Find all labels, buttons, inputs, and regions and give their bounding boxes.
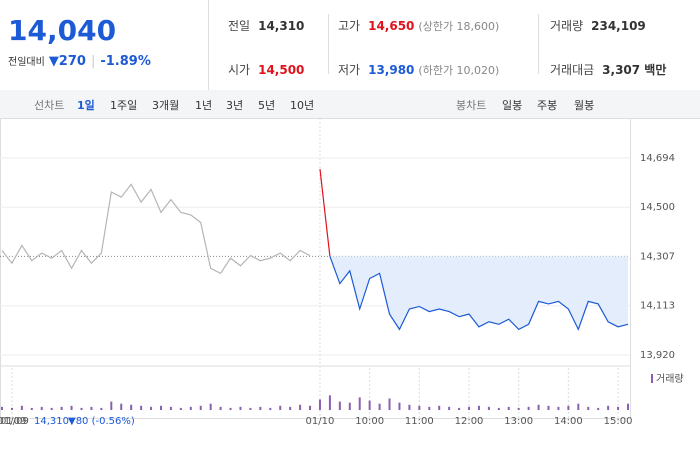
stat: 거래대금 3,307 백만 <box>550 61 666 78</box>
tab[interactable]: 일봉 <box>502 99 523 112</box>
stat-value: 14,650 <box>368 19 415 33</box>
stat-label: 전일 <box>228 19 251 33</box>
x-tick-label: 01/09 <box>0 416 26 427</box>
price-line <box>319 169 331 257</box>
x-tick-label: 01/10 <box>306 416 335 427</box>
price-line <box>1 183 311 275</box>
area-fill <box>329 256 628 330</box>
x-tick-label: 14:00 <box>554 416 583 427</box>
change-value: ▼270 <box>48 54 86 69</box>
price-box: 14,040 전일대비 ▼270 | -1.89% <box>0 0 209 90</box>
stat-label: 고가 <box>338 19 361 33</box>
stat-value: 13,980 <box>368 63 415 77</box>
legend-swatch <box>651 374 653 383</box>
footer-price: 14,310 <box>34 416 69 427</box>
x-tick-label: 12:00 <box>455 416 484 427</box>
y-tick-label: 13,920 <box>640 350 675 361</box>
y-tick-label: 14,307 <box>640 251 675 262</box>
x-tick-label: 13:00 <box>504 416 533 427</box>
stat: 전일 14,310 <box>228 17 304 34</box>
footer-date: 01/09 <box>0 416 29 427</box>
stat-note: (상한가 18,600) <box>418 20 500 33</box>
stat-note: (하한가 10,020) <box>418 64 500 77</box>
tab[interactable]: 월봉 <box>574 99 595 112</box>
legend-label: 거래량 <box>656 373 684 385</box>
change: 전일대비 ▼270 | -1.89% <box>8 54 151 69</box>
plot-frame <box>0 118 631 419</box>
tab[interactable]: 10년 <box>290 99 315 112</box>
y-tick-label: 14,500 <box>640 202 675 213</box>
footer-change: ▼80 (-0.56%) <box>68 416 135 427</box>
chart: 13,920 14,113 14,307 14,500 14,694 01/09 01/10… <box>0 118 684 427</box>
tab[interactable]: 1주일 <box>110 99 138 112</box>
tab[interactable]: 주봉 <box>537 99 558 112</box>
stat: 고가 14,650 (상한가 18,600) <box>338 17 499 34</box>
price: 14,040 <box>8 14 117 47</box>
stat: 시가 14,500 <box>228 61 304 78</box>
tab[interactable]: 3개월 <box>152 99 180 112</box>
change-pct: -1.89% <box>100 54 151 69</box>
stat-label: 거래대금 <box>550 63 595 77</box>
price-line <box>329 256 629 331</box>
stat-value: 3,307 백만 <box>602 63 667 77</box>
tab: 봉차트 <box>456 99 487 112</box>
header: 14,040 전일대비 ▼270 | -1.89% 전일 14,310 고가 14,650… <box>0 0 700 91</box>
stat-label: 거래량 <box>550 19 584 33</box>
x-tick-label: 10:00 <box>355 416 384 427</box>
tab-bar: 선차트 1일 1주일 3개월 1년 3년 5년 10년 봉차트 일봉 주봉 월봉 <box>0 90 700 119</box>
stat-value: 14,500 <box>258 63 305 77</box>
y-tick-label: 14,694 <box>640 153 675 164</box>
stat-label: 시가 <box>228 63 251 77</box>
stat-value: 234,109 <box>591 19 646 33</box>
tab[interactable]: 3년 <box>226 99 244 112</box>
stat: 거래량 234,109 <box>550 17 646 34</box>
tab: 선차트 <box>34 99 65 112</box>
stat-value: 14,310 <box>258 19 305 33</box>
x-tick-label: 11:00 <box>405 416 434 427</box>
tab[interactable]: 1일 <box>77 99 95 112</box>
x-tick-label: 15:00 <box>604 416 633 427</box>
change-label: 전일대비 <box>8 57 45 68</box>
tab[interactable]: 5년 <box>258 99 276 112</box>
y-tick-label: 14,113 <box>640 301 675 312</box>
stat: 저가 13,980 (하한가 10,020) <box>338 61 499 78</box>
tab[interactable]: 1년 <box>195 99 213 112</box>
stat-label: 저가 <box>338 63 361 77</box>
